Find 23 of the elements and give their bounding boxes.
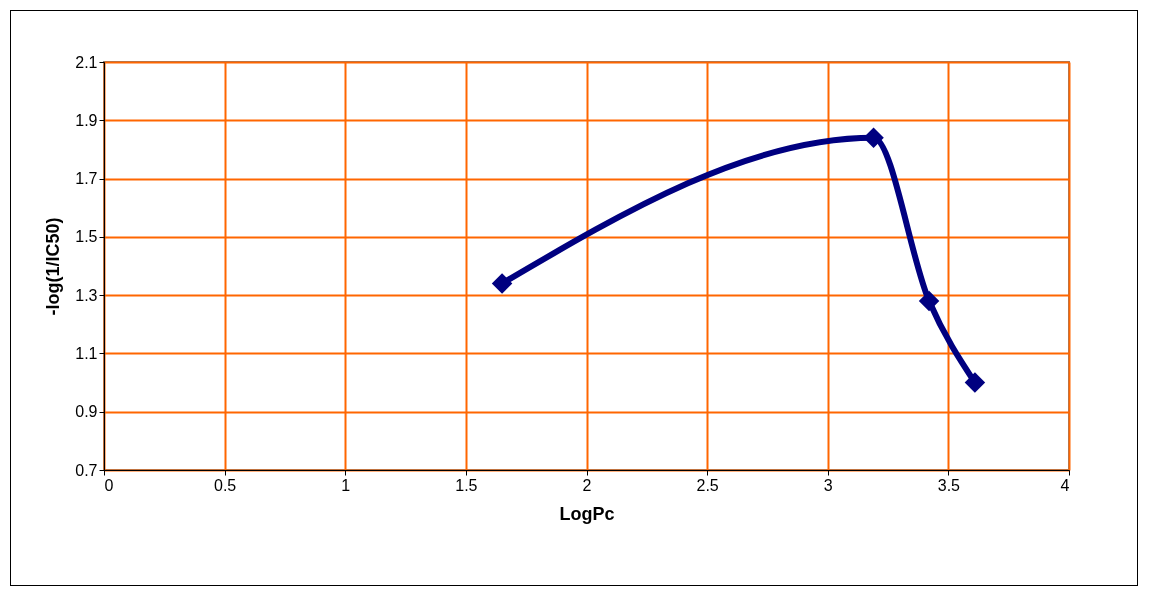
y-tick-label: 1.5 [75,228,98,246]
y-tick-label: 0.9 [75,403,98,421]
point [918,290,940,312]
y-tick-label: 1.3 [75,286,98,304]
x-tick-label: 2 [582,476,592,494]
x-tick-label: 3.5 [937,476,961,494]
x-tick-label: 1 [341,476,351,494]
y-tick-label: 1.7 [75,170,98,188]
y-tick-label: 0.7 [75,461,98,479]
y-tick-label: 1.1 [75,344,98,362]
x-tick-label: 4 [1060,476,1070,494]
x-tick-label: 0 [104,476,114,494]
x-tick-label: 1.5 [455,476,478,494]
point [964,372,986,393]
x-axis-title: LogPc [559,503,615,524]
point [491,273,513,294]
y-tick-label: 2.1 [75,53,98,71]
x-tick-label: 2.5 [696,476,719,494]
point [863,127,884,149]
y-tick-label: 1.9 [75,111,98,129]
x-tick-label: 3 [823,476,833,494]
y-axis-title: -log(1/IC50) [43,217,64,316]
x-tick-label: 0.5 [214,476,237,494]
